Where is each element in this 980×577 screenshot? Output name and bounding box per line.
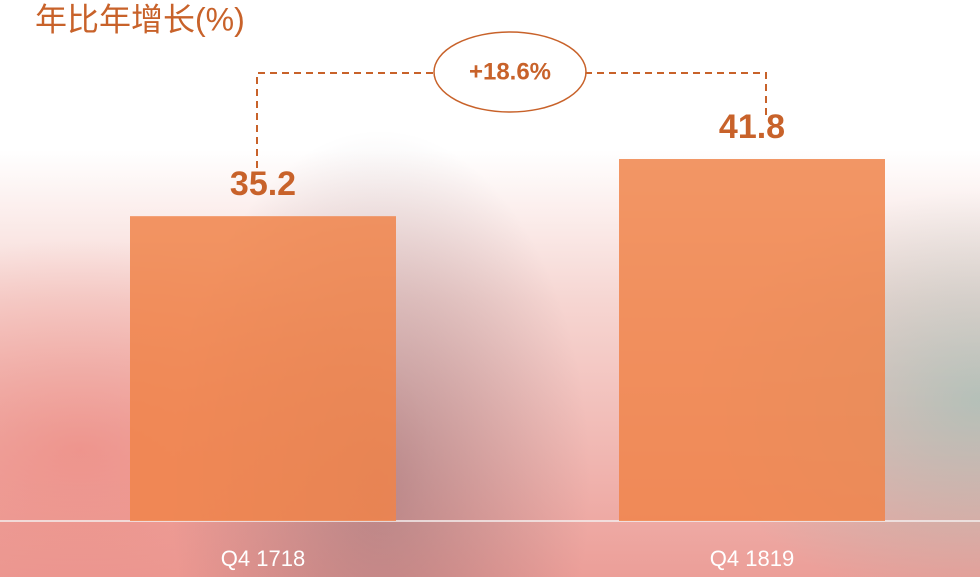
chart: 年比年增长(%) 35.2 Q4 1718 41.8 Q4 1819 +18.6% xyxy=(0,0,980,577)
bar xyxy=(130,216,396,521)
value-label: 35.2 xyxy=(230,165,296,203)
annotation: +18.6% xyxy=(469,58,551,85)
x-tick-label: Q4 1819 xyxy=(710,546,794,571)
chart-container: 年比年增长(%) 35.2 Q4 1718 41.8 Q4 1819 +18.6% xyxy=(0,0,980,577)
value-label: 41.8 xyxy=(719,108,785,146)
x-tick-label: Q4 1718 xyxy=(221,546,305,571)
chart-title: 年比年增长(%) xyxy=(35,1,245,37)
bar xyxy=(619,159,885,521)
